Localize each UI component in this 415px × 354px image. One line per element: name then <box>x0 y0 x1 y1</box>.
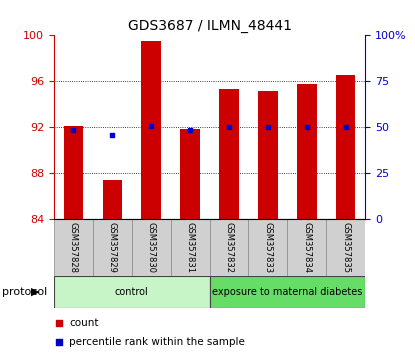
Text: GSM357830: GSM357830 <box>147 222 156 273</box>
Bar <box>63 126 83 219</box>
Title: GDS3687 / ILMN_48441: GDS3687 / ILMN_48441 <box>127 19 292 33</box>
Text: GSM357833: GSM357833 <box>264 222 272 273</box>
Text: GSM357828: GSM357828 <box>69 222 78 273</box>
Point <box>342 124 349 130</box>
Bar <box>258 91 278 219</box>
Bar <box>287 219 326 276</box>
Text: GSM357834: GSM357834 <box>303 222 311 273</box>
Bar <box>54 219 93 276</box>
Bar <box>219 90 239 219</box>
Text: exposure to maternal diabetes: exposure to maternal diabetes <box>212 287 363 297</box>
Text: protocol: protocol <box>2 287 47 297</box>
Bar <box>249 219 287 276</box>
Text: control: control <box>115 287 149 297</box>
Text: GSM357829: GSM357829 <box>108 222 117 273</box>
Point <box>303 124 310 130</box>
Text: GSM357832: GSM357832 <box>225 222 234 273</box>
Bar <box>336 75 356 219</box>
Bar <box>93 219 132 276</box>
Text: percentile rank within the sample: percentile rank within the sample <box>69 337 245 348</box>
Bar <box>210 219 249 276</box>
Point <box>70 127 77 132</box>
Point <box>55 340 62 346</box>
Bar <box>171 219 210 276</box>
Bar <box>103 180 122 219</box>
Text: GSM357835: GSM357835 <box>341 222 350 273</box>
Bar <box>297 84 317 219</box>
Bar <box>210 276 365 308</box>
Text: GSM357831: GSM357831 <box>186 222 195 273</box>
Bar <box>54 276 210 308</box>
Bar <box>326 219 365 276</box>
Point <box>187 127 193 133</box>
Bar <box>142 41 161 219</box>
Text: count: count <box>69 318 99 328</box>
Bar <box>181 129 200 219</box>
Point <box>226 124 232 130</box>
Text: ▶: ▶ <box>31 287 39 297</box>
Point <box>55 320 62 326</box>
Bar <box>132 219 171 276</box>
Point <box>148 124 154 129</box>
Point <box>265 124 271 130</box>
Point <box>109 133 116 138</box>
